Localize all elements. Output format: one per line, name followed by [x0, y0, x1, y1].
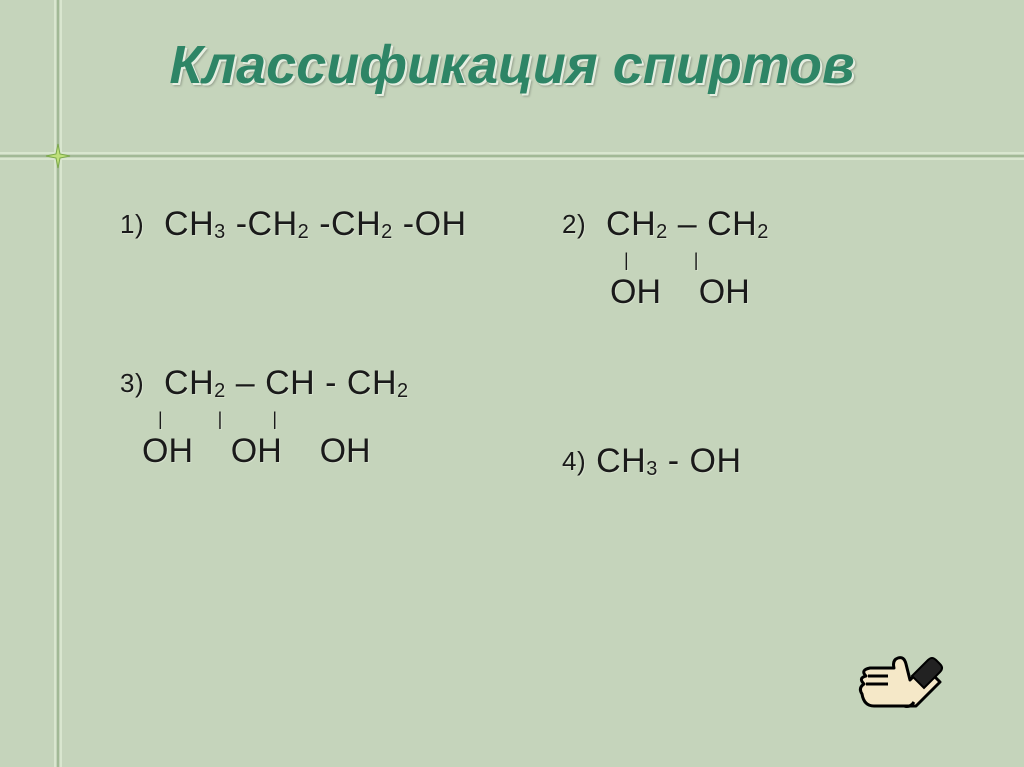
slide: Классификация спиртов 1) CH3 -CH2 -CH2 -… — [0, 0, 1024, 767]
star-icon — [44, 142, 72, 170]
bond-row: | | — [624, 250, 964, 271]
formula-4: 4) CH3 - OH — [562, 442, 964, 481]
bond-row: | | | — [158, 409, 522, 430]
formula-2: 2) CH2 – CH2 | | OH OH — [562, 205, 964, 312]
vertical-divider — [54, 0, 62, 767]
oh-row: OH OH — [610, 273, 964, 312]
oh-row: OH OH OH — [142, 432, 522, 471]
formula-index: 1) — [120, 209, 144, 239]
formula-index: 2) — [562, 209, 586, 239]
slide-title: Классификация спиртов — [0, 34, 1024, 96]
formula-index: 4) — [562, 446, 586, 476]
horizontal-divider — [0, 152, 1024, 160]
formula-index: 3) — [120, 368, 144, 398]
formula-1: 1) CH3 -CH2 -CH2 -OH — [120, 205, 522, 244]
content-area: 1) CH3 -CH2 -CH2 -OH 3) CH2 – CH - CH2 |… — [120, 205, 964, 727]
left-column: 1) CH3 -CH2 -CH2 -OH 3) CH2 – CH - CH2 |… — [120, 205, 522, 727]
writing-hand-icon — [854, 632, 944, 712]
formula-3: 3) CH2 – CH - CH2 | | | OH OH OH — [120, 364, 522, 471]
